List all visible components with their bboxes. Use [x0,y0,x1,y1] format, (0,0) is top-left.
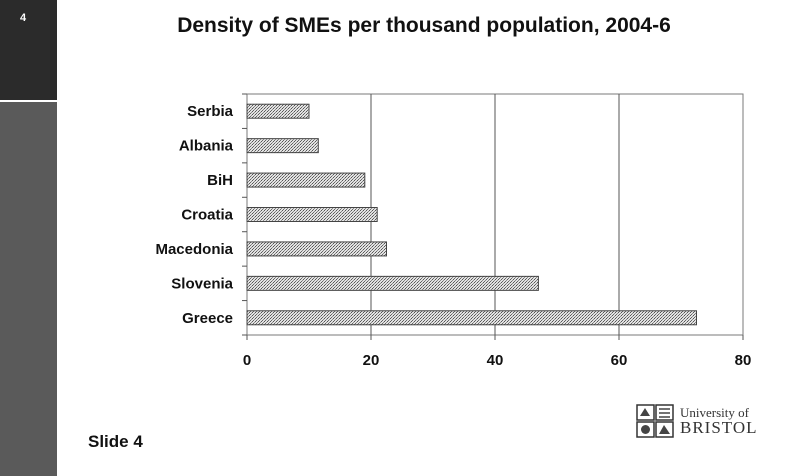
category-label: Albania [179,138,234,155]
bar-serbia [246,103,310,119]
bar-bih [246,172,366,188]
slide-footer: Slide 4 [88,432,143,451]
x-tick-label: 40 [487,352,504,369]
logo-line-1: University of [680,405,749,420]
x-tick-label: 0 [243,352,251,369]
logo-line-2: BRISTOL [680,418,758,437]
sidebar-top-panel [0,0,57,100]
category-label: Croatia [181,207,233,224]
bar-macedonia [246,241,387,257]
bar-slovenia [246,275,539,291]
slide-number: 4 [20,12,27,24]
crest-icon [636,404,674,438]
x-tick-label: 80 [735,352,752,369]
university-logo: University of BRISTOL [636,404,758,438]
category-label: Slovenia [171,275,233,292]
category-label: Serbia [187,103,234,120]
x-tick-label: 60 [611,352,628,369]
bar-albania [246,138,319,154]
category-label: Greece [182,310,233,327]
bar-croatia [246,207,378,222]
chart-title: Density of SMEs per thousand population,… [177,14,671,37]
category-label: Macedonia [155,241,233,258]
sidebar-bottom-panel [0,102,57,476]
bar-greece [246,310,697,326]
category-label: BiH [207,172,233,189]
x-tick-label: 20 [363,352,380,369]
